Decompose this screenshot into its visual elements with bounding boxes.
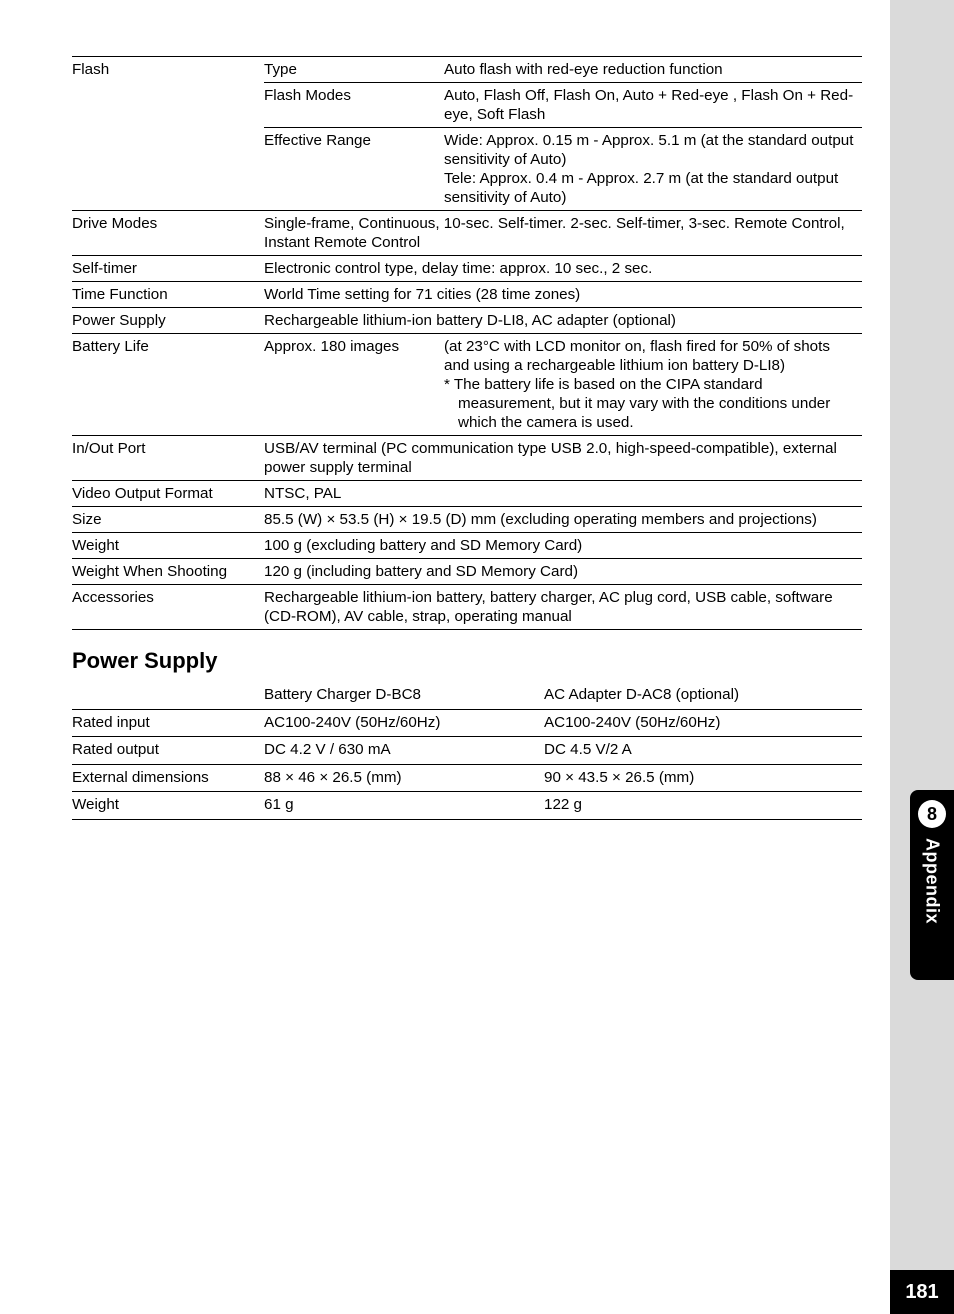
table-row: Rated input AC100-240V (50Hz/60Hz) AC100… <box>72 709 862 737</box>
table-row: Rated output DC 4.2 V / 630 mA DC 4.5 V/… <box>72 737 862 765</box>
spec-label: Battery Life <box>72 334 264 436</box>
table-row: Video Output Format NTSC, PAL <box>72 481 862 507</box>
table-row: Self-timer Electronic control type, dela… <box>72 256 862 282</box>
spec-value: World Time setting for 71 cities (28 tim… <box>264 282 862 308</box>
page-number: 181 <box>890 1270 954 1314</box>
table-row: Accessories Rechargeable lithium-ion bat… <box>72 585 862 630</box>
page-content: Flash Type Auto flash with red-eye reduc… <box>0 0 890 1314</box>
spec-value: Single-frame, Continuous, 10-sec. Self-t… <box>264 211 862 256</box>
spec-label: Power Supply <box>72 308 264 334</box>
table-row: Weight When Shooting 120 g (including ba… <box>72 559 862 585</box>
spec-value-line: measurement, but it may vary with the co… <box>444 394 858 432</box>
spec-label: Weight When Shooting <box>72 559 264 585</box>
spec-value-line: (at 23°C with LCD monitor on, flash fire… <box>444 338 830 374</box>
spec-label: Flash <box>72 57 264 211</box>
power-cell: DC 4.5 V/2 A <box>544 737 862 765</box>
spec-value: Wide: Approx. 0.15 m - Approx. 5.1 m (at… <box>444 128 862 211</box>
power-row-label: Rated output <box>72 737 264 765</box>
table-row: Battery Life Approx. 180 images (at 23°C… <box>72 334 862 436</box>
section-number-badge: 8 <box>918 800 946 828</box>
spec-value: Rechargeable lithium-ion battery, batter… <box>264 585 862 630</box>
section-tab: 8 Appendix <box>910 790 954 980</box>
spec-sublabel: Type <box>264 57 444 83</box>
section-label: Appendix <box>922 838 943 924</box>
table-row: Battery Charger D-BC8 AC Adapter D-AC8 (… <box>72 682 862 709</box>
spec-label: Weight <box>72 533 264 559</box>
spec-label: Self-timer <box>72 256 264 282</box>
spec-value: USB/AV terminal (PC communication type U… <box>264 436 862 481</box>
right-margin-strip <box>890 0 954 1314</box>
table-row: Power Supply Rechargeable lithium-ion ba… <box>72 308 862 334</box>
spec-value: NTSC, PAL <box>264 481 862 507</box>
spec-sublabel: Effective Range <box>264 128 444 211</box>
power-row-label: Weight <box>72 792 264 820</box>
power-cell: 88 × 46 × 26.5 (mm) <box>264 764 544 792</box>
spec-label: Accessories <box>72 585 264 630</box>
spec-value: (at 23°C with LCD monitor on, flash fire… <box>444 334 862 436</box>
power-row-label: Rated input <box>72 709 264 737</box>
power-col-blank <box>72 682 264 709</box>
table-row: Weight 100 g (excluding battery and SD M… <box>72 533 862 559</box>
power-cell: DC 4.2 V / 630 mA <box>264 737 544 765</box>
spec-value: 120 g (including battery and SD Memory C… <box>264 559 862 585</box>
power-cell: AC100-240V (50Hz/60Hz) <box>264 709 544 737</box>
spec-value: 100 g (excluding battery and SD Memory C… <box>264 533 862 559</box>
power-row-label: External dimensions <box>72 764 264 792</box>
spec-table: Flash Type Auto flash with red-eye reduc… <box>72 56 862 630</box>
table-row: Weight 61 g 122 g <box>72 792 862 820</box>
table-row: Drive Modes Single-frame, Continuous, 10… <box>72 211 862 256</box>
power-cell: 61 g <box>264 792 544 820</box>
spec-label: Size <box>72 507 264 533</box>
spec-label: In/Out Port <box>72 436 264 481</box>
spec-value: 85.5 (W) × 53.5 (H) × 19.5 (D) mm (exclu… <box>264 507 862 533</box>
spec-label: Video Output Format <box>72 481 264 507</box>
power-cell: 122 g <box>544 792 862 820</box>
spec-value: Rechargeable lithium-ion battery D-LI8, … <box>264 308 862 334</box>
spec-label: Drive Modes <box>72 211 264 256</box>
table-row: Size 85.5 (W) × 53.5 (H) × 19.5 (D) mm (… <box>72 507 862 533</box>
table-row: Time Function World Time setting for 71 … <box>72 282 862 308</box>
power-col-header: AC Adapter D-AC8 (optional) <box>544 682 862 709</box>
spec-value: Auto, Flash Off, Flash On, Auto + Red-ey… <box>444 83 862 128</box>
table-row: External dimensions 88 × 46 × 26.5 (mm) … <box>72 764 862 792</box>
power-cell: 90 × 43.5 × 26.5 (mm) <box>544 764 862 792</box>
power-table: Battery Charger D-BC8 AC Adapter D-AC8 (… <box>72 682 862 820</box>
spec-value-line: * The battery life is based on the CIPA … <box>444 376 763 393</box>
spec-sublabel: Approx. 180 images <box>264 334 444 436</box>
spec-value: Electronic control type, delay time: app… <box>264 256 862 282</box>
table-row: In/Out Port USB/AV terminal (PC communic… <box>72 436 862 481</box>
power-cell: AC100-240V (50Hz/60Hz) <box>544 709 862 737</box>
table-row: Flash Type Auto flash with red-eye reduc… <box>72 57 862 83</box>
spec-sublabel: Flash Modes <box>264 83 444 128</box>
spec-label: Time Function <box>72 282 264 308</box>
power-heading: Power Supply <box>72 648 862 674</box>
power-col-header: Battery Charger D-BC8 <box>264 682 544 709</box>
spec-value: Auto flash with red-eye reduction functi… <box>444 57 862 83</box>
